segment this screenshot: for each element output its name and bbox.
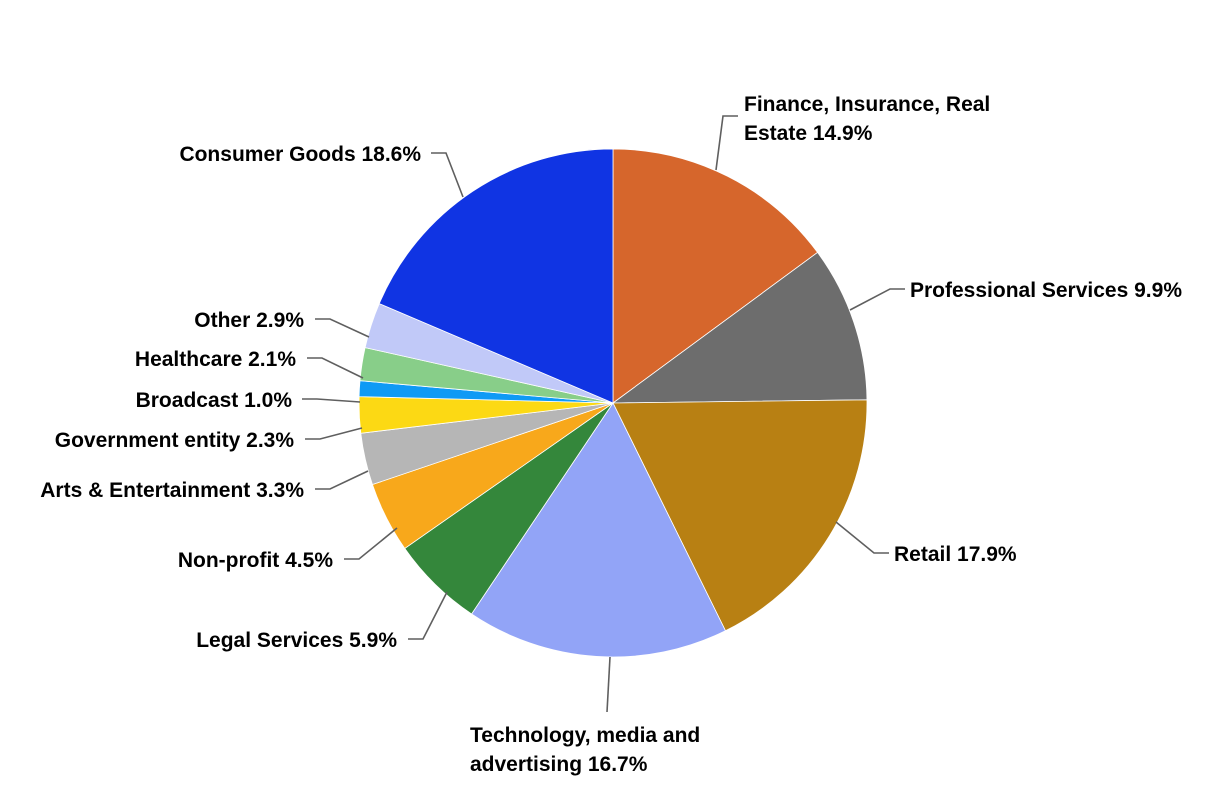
leader-line xyxy=(307,357,364,379)
label-technology-media-and-advertising: Technology, media and advertising 16.7% xyxy=(470,724,700,776)
leader-line xyxy=(715,115,738,171)
label-finance-insurance-real-estate: Finance, Insurance, Real Estate 14.9% xyxy=(744,93,990,145)
label-broadcast: Broadcast 1.0% xyxy=(136,389,293,412)
label-non-profit: Non-profit 4.5% xyxy=(178,549,333,572)
leader-line xyxy=(315,318,370,338)
label-healthcare: Healthcare 2.1% xyxy=(135,348,296,371)
label-arts-entertainment: Arts & Entertainment 3.3% xyxy=(40,479,304,502)
slice-labels: Finance, Insurance, Real Estate 14.9% Prof… xyxy=(40,93,1182,776)
slice-finance-insurance-real-estate xyxy=(612,148,819,404)
leader-line xyxy=(408,591,448,640)
leader-line xyxy=(431,152,464,198)
label-other: Other 2.9% xyxy=(194,309,304,332)
label-government-entity: Government entity 2.3% xyxy=(55,429,295,452)
leader-lines xyxy=(302,115,905,713)
leader-line xyxy=(606,656,611,713)
slice-professional-services xyxy=(611,251,868,404)
leader-line xyxy=(305,427,363,440)
leader-line xyxy=(315,470,369,490)
leader-line xyxy=(849,288,905,311)
label-consumer-goods: Consumer Goods 18.6% xyxy=(179,143,421,166)
label-legal-services: Legal Services 5.9% xyxy=(196,629,397,652)
label-professional-services: Professional Services 9.9% xyxy=(910,279,1182,302)
slice-retail xyxy=(612,399,868,632)
pie-slices xyxy=(358,148,868,658)
slice-technology-media-and-advertising xyxy=(470,402,726,658)
label-retail: Retail 17.9% xyxy=(894,543,1017,566)
leader-line xyxy=(302,398,361,403)
leader-line xyxy=(344,527,398,560)
slice-consumer-goods xyxy=(378,148,614,404)
leader-line xyxy=(835,521,889,554)
